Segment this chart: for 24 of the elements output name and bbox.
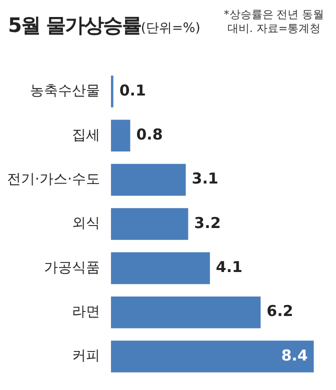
y-tick-label: 집세 [72, 127, 100, 144]
y-tick-label: 커피 [72, 348, 100, 364]
chart-title: 5월 물가상승률 [8, 13, 141, 37]
y-tick-label: 외식 [72, 216, 100, 232]
bar [110, 340, 314, 372]
y-tick-label: 농축수산물 [30, 83, 100, 100]
chart-subtitle: (단위=%) [140, 21, 200, 36]
bar [110, 208, 188, 240]
bar [110, 164, 186, 196]
y-tick-label: 가공식품 [44, 260, 100, 276]
data-label: 4.1 [216, 258, 242, 276]
data-label: 6.2 [266, 302, 294, 320]
data-label: 3.1 [192, 170, 218, 188]
y-tick-label: 전기·가스·수도 [6, 171, 100, 188]
bar [110, 296, 261, 328]
data-label: 0.1 [119, 81, 146, 100]
bar [110, 252, 210, 284]
data-label: 8.4 [281, 346, 308, 364]
data-label: 3.2 [194, 214, 221, 232]
text: *상승률은 전년 동월 대비. 자료=통계청 [222, 8, 326, 36]
y-tick-label: 라면 [72, 304, 100, 320]
bar [110, 76, 114, 108]
data-label: 0.8 [136, 126, 163, 144]
bar [110, 120, 130, 152]
